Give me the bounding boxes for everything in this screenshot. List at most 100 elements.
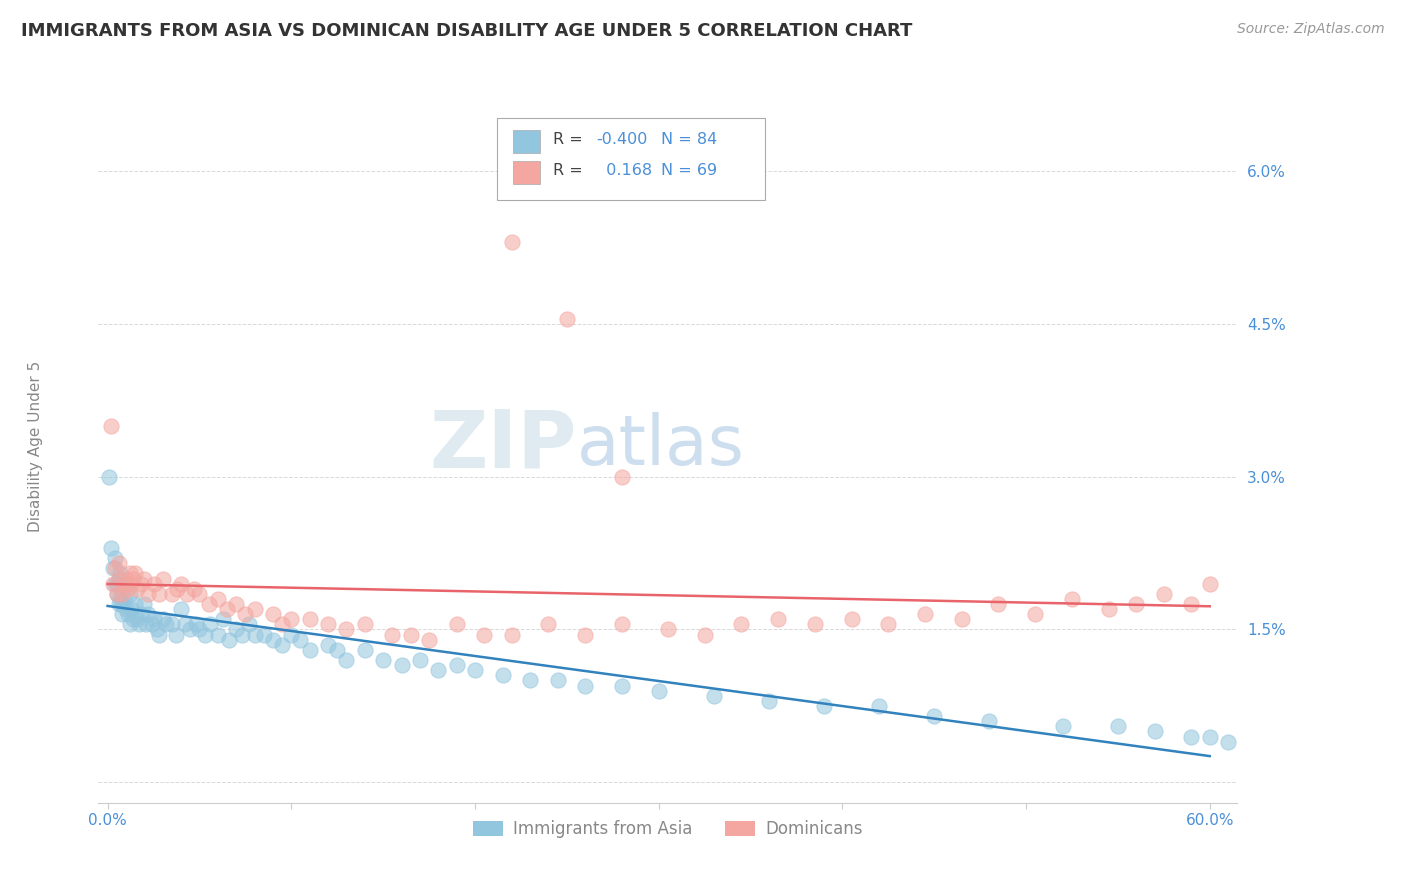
Point: [922, 709, 945, 723]
Point: [399, 627, 422, 641]
Point: [1216, 734, 1239, 748]
Point: [152, 572, 174, 586]
Point: [841, 612, 863, 626]
Y-axis label: Disability Age Under 5: Disability Age Under 5: [28, 360, 42, 532]
Point: [298, 643, 321, 657]
Point: [142, 612, 165, 626]
Point: [215, 602, 238, 616]
Legend: Immigrants from Asia, Dominicans: Immigrants from Asia, Dominicans: [465, 814, 870, 845]
Point: [115, 602, 138, 616]
Point: [464, 663, 486, 677]
Point: [104, 551, 127, 566]
Point: [335, 653, 357, 667]
Point: [225, 597, 247, 611]
Point: [170, 576, 193, 591]
Point: [427, 663, 450, 677]
Point: [122, 572, 145, 586]
Point: [371, 653, 394, 667]
Point: [107, 597, 129, 611]
Point: [243, 627, 266, 641]
Point: [160, 587, 183, 601]
Point: [110, 566, 132, 581]
Point: [155, 617, 177, 632]
Point: [165, 627, 187, 641]
Point: [173, 617, 195, 632]
Point: [125, 612, 148, 626]
Point: [950, 612, 973, 626]
Point: [501, 627, 523, 641]
Point: [446, 617, 468, 632]
Point: [115, 576, 138, 591]
Point: [184, 617, 207, 632]
Point: [107, 556, 129, 570]
Point: [129, 607, 152, 622]
Point: [98, 469, 121, 483]
Point: [758, 694, 780, 708]
Point: [111, 587, 134, 601]
Point: [141, 617, 163, 632]
Point: [813, 698, 835, 713]
Point: [105, 576, 128, 591]
Point: [136, 607, 159, 622]
Point: [122, 612, 145, 626]
Point: [1180, 730, 1202, 744]
Point: [118, 587, 141, 601]
Point: [112, 591, 135, 606]
Text: ZIP: ZIP: [429, 407, 576, 485]
Point: [197, 597, 219, 611]
Point: [271, 617, 294, 632]
FancyBboxPatch shape: [513, 161, 540, 184]
Point: [730, 617, 752, 632]
Point: [238, 617, 260, 632]
Point: [446, 658, 468, 673]
Point: [766, 612, 789, 626]
Point: [326, 643, 349, 657]
Point: [914, 607, 936, 622]
Point: [298, 612, 321, 626]
Text: 0.168: 0.168: [596, 163, 652, 178]
Point: [987, 597, 1010, 611]
Point: [610, 617, 633, 632]
Point: [1098, 602, 1121, 616]
Point: [148, 587, 170, 601]
Point: [118, 566, 141, 581]
Point: [231, 627, 253, 641]
Point: [1143, 724, 1166, 739]
Point: [1024, 607, 1046, 622]
Point: [472, 627, 495, 641]
Point: [610, 469, 633, 483]
Point: [657, 623, 679, 637]
Point: [124, 566, 146, 581]
Point: [146, 623, 169, 637]
Point: [979, 714, 1001, 729]
Text: Source: ZipAtlas.com: Source: ZipAtlas.com: [1237, 22, 1385, 37]
Point: [111, 607, 134, 622]
Point: [134, 597, 156, 611]
Point: [335, 623, 357, 637]
Point: [104, 576, 127, 591]
Point: [117, 582, 139, 596]
Point: [610, 679, 633, 693]
Point: [647, 683, 669, 698]
Point: [703, 689, 725, 703]
Point: [804, 617, 827, 632]
Point: [207, 627, 229, 641]
Point: [262, 632, 284, 647]
Point: [225, 623, 247, 637]
Point: [353, 643, 375, 657]
Point: [118, 617, 141, 632]
Point: [124, 597, 146, 611]
Point: [218, 632, 240, 647]
Text: IMMIGRANTS FROM ASIA VS DOMINICAN DISABILITY AGE UNDER 5 CORRELATION CHART: IMMIGRANTS FROM ASIA VS DOMINICAN DISABI…: [21, 22, 912, 40]
Point: [188, 623, 211, 637]
Point: [418, 632, 440, 647]
Point: [1198, 576, 1220, 591]
Point: [100, 418, 122, 433]
Point: [253, 627, 276, 641]
Point: [353, 617, 375, 632]
Point: [200, 617, 222, 632]
Point: [121, 576, 143, 591]
Point: [188, 587, 211, 601]
Point: [409, 653, 432, 667]
Point: [104, 561, 127, 575]
